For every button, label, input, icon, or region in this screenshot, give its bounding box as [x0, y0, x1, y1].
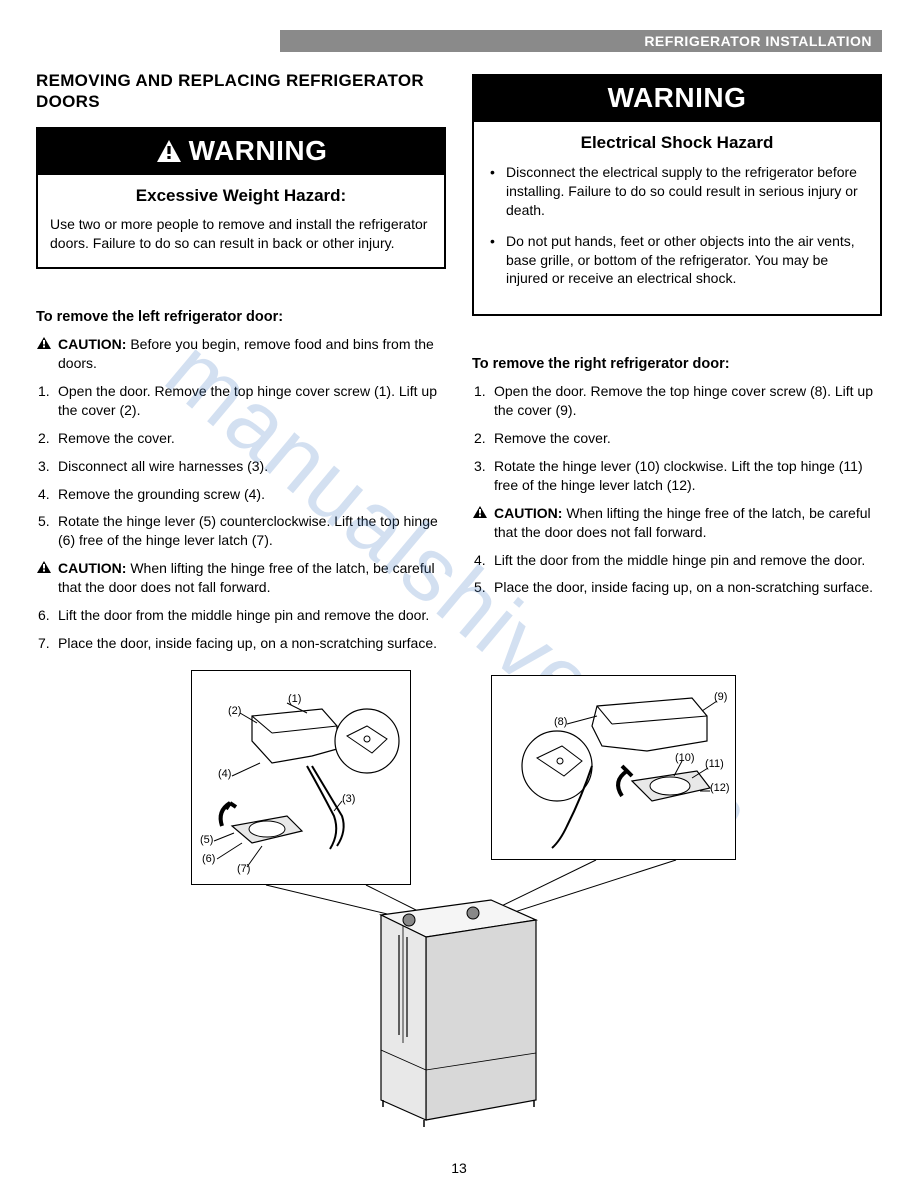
left-step-4: 4. Remove the grounding screw (4). — [36, 485, 446, 504]
left-caution-mid: CAUTION: When lifting the hinge free of … — [36, 559, 446, 597]
diag-label-9: (9) — [714, 691, 727, 703]
diagram-area: (1) (2) (3) (4) (5) (6) (7) — [36, 660, 882, 1150]
step-text: Place the door, inside facing up, on a n… — [58, 635, 437, 651]
step-text: Remove the cover. — [58, 430, 175, 446]
right-step-1: 1. Open the door. Remove the top hinge co… — [472, 382, 882, 420]
step-num: 1. — [38, 382, 50, 401]
right-step-5: 5. Place the door, inside facing up, on a… — [472, 578, 882, 597]
diagram-callout-left: (1) (2) (3) (4) (5) (6) (7) — [191, 670, 411, 885]
right-step-3: 3. Rotate the hinge lever (10) clockwise.… — [472, 457, 882, 495]
step-num: 6. — [38, 606, 50, 625]
diag-label-7: (7) — [237, 863, 250, 875]
left-column: REMOVING AND REPLACING REFRIGERATOR DOOR… — [36, 70, 446, 662]
diag-label-2: (2) — [228, 705, 241, 717]
left-step-5: 5. Rotate the hinge lever (5) countercloc… — [36, 512, 446, 550]
header-text: REFRIGERATOR INSTALLATION — [644, 33, 872, 49]
right-steps: 1. Open the door. Remove the top hinge co… — [472, 382, 882, 606]
warning-header-right: WARNING — [474, 76, 880, 122]
bullet-1: Disconnect the electrical supply to the … — [486, 163, 868, 220]
step-text: Lift the door from the middle hinge pin … — [58, 607, 429, 623]
caution-triangle-icon — [155, 138, 183, 164]
step-num: 1. — [474, 382, 486, 401]
step-num: 7. — [38, 634, 50, 653]
step-text: Place the door, inside facing up, on a n… — [494, 579, 873, 595]
bullet-2: Do not put hands, feet or other objects … — [486, 232, 868, 289]
caution-triangle-icon — [472, 505, 488, 519]
step-num: 3. — [38, 457, 50, 476]
step-num: 2. — [474, 429, 486, 448]
section-title: REMOVING AND REPLACING REFRIGERATOR DOOR… — [36, 70, 446, 113]
caution-label: CAUTION: — [494, 505, 562, 521]
diag-label-11: (11) — [705, 758, 724, 770]
step-num: 5. — [38, 512, 50, 531]
step-text: Disconnect all wire harnesses (3). — [58, 458, 268, 474]
main-content: REMOVING AND REPLACING REFRIGERATOR DOOR… — [36, 70, 882, 662]
step-num: 3. — [474, 457, 486, 476]
caution-triangle-icon — [36, 336, 52, 350]
left-step-3: 3. Disconnect all wire harnesses (3). — [36, 457, 446, 476]
right-step-4: 4. Lift the door from the middle hinge pi… — [472, 551, 882, 570]
right-subhead: To remove the right refrigerator door: — [472, 356, 882, 372]
left-step-2: 2. Remove the cover. — [36, 429, 446, 448]
warning-body-left: Excessive Weight Hazard: Use two or more… — [38, 175, 444, 268]
warning-text-left: Use two or more people to remove and ins… — [50, 215, 432, 253]
step-num: 4. — [474, 551, 486, 570]
page-number: 13 — [451, 1160, 467, 1176]
left-step-1: 1. Open the door. Remove the top hinge co… — [36, 382, 446, 420]
diag-label-8: (8) — [554, 716, 567, 728]
warning-box-left: WARNING Excessive Weight Hazard: Use two… — [36, 127, 446, 270]
left-steps: CAUTION: Before you begin, remove food a… — [36, 335, 446, 662]
step-text: Open the door. Remove the top hinge cove… — [58, 383, 437, 418]
caution-label: CAUTION: — [58, 560, 126, 576]
header-band: REFRIGERATOR INSTALLATION — [280, 30, 882, 52]
step-num: 2. — [38, 429, 50, 448]
diagram-right-svg — [492, 676, 737, 861]
left-subhead: To remove the left refrigerator door: — [36, 309, 446, 325]
diag-label-4: (4) — [218, 768, 231, 780]
right-column: WARNING Electrical Shock Hazard Disconne… — [472, 70, 882, 662]
warning-header-left: WARNING — [38, 129, 444, 175]
warning-subtitle-right: Electrical Shock Hazard — [486, 132, 868, 155]
step-text: Open the door. Remove the top hinge cove… — [494, 383, 873, 418]
diag-label-10: (10) — [675, 752, 695, 764]
diag-label-12: (12) — [710, 782, 730, 794]
warning-subtitle-left: Excessive Weight Hazard: — [50, 185, 432, 208]
step-text: Lift the door from the middle hinge pin … — [494, 552, 865, 568]
warning-bullets: Disconnect the electrical supply to the … — [486, 163, 868, 288]
left-step-7: 7. Place the door, inside facing up, on a… — [36, 634, 446, 653]
step-num: 4. — [38, 485, 50, 504]
warning-title-right: WARNING — [608, 82, 747, 114]
diag-label-3: (3) — [342, 793, 355, 805]
diag-label-5: (5) — [200, 834, 213, 846]
warning-box-right: WARNING Electrical Shock Hazard Disconne… — [472, 74, 882, 316]
warning-body-right: Electrical Shock Hazard Disconnect the e… — [474, 122, 880, 314]
step-text: Rotate the hinge lever (5) counterclockw… — [58, 513, 438, 548]
caution-label: CAUTION: — [58, 336, 126, 352]
caution-triangle-icon — [36, 560, 52, 574]
right-caution: CAUTION: When lifting the hinge free of … — [472, 504, 882, 542]
step-text: Remove the cover. — [494, 430, 611, 446]
left-step-6: 6. Lift the door from the middle hinge pi… — [36, 606, 446, 625]
refrigerator-illustration — [341, 875, 571, 1145]
step-text: Remove the grounding screw (4). — [58, 486, 265, 502]
diag-label-1: (1) — [288, 693, 301, 705]
left-caution-top: CAUTION: Before you begin, remove food a… — [36, 335, 446, 373]
step-num: 5. — [474, 578, 486, 597]
step-text: Rotate the hinge lever (10) clockwise. L… — [494, 458, 863, 493]
diagram-callout-right: (8) (9) (10) (11) (12) — [491, 675, 736, 860]
warning-title-left: WARNING — [189, 135, 328, 167]
diag-label-6: (6) — [202, 853, 215, 865]
right-step-2: 2. Remove the cover. — [472, 429, 882, 448]
